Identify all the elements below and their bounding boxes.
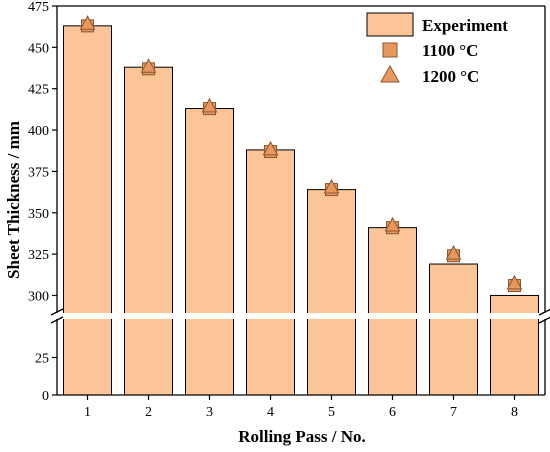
legend-label-experiment: Experiment (422, 16, 508, 35)
marker-1200-8 (506, 274, 523, 290)
y-tick-label-400: 400 (28, 124, 49, 139)
bar-1 (63, 25, 112, 396)
legend-label-1100: 1100 °C (422, 41, 478, 60)
marker-1200-1 (79, 15, 96, 30)
break-mark-right-top (538, 308, 550, 316)
ticks-layer: 0 25 300 325 350 375 400 425 450 475 1 2 3 4 5 6 7 8 (28, 0, 518, 420)
y-tick-label-300: 300 (28, 289, 49, 304)
marker-1200-6 (384, 216, 401, 232)
y-tick-label-425: 425 (28, 83, 49, 98)
x-axis-title: Rolling Pass / No. (238, 427, 366, 446)
y-tick-label-475: 475 (28, 0, 49, 15)
y-tick-label-375: 375 (28, 165, 49, 180)
x-tick-label-8: 8 (511, 405, 518, 420)
bar-7 (429, 263, 478, 396)
axes-layer (0, 5, 550, 396)
legend-label-1200: 1200 °C (422, 67, 479, 86)
break-mark-left-bottom (50, 316, 64, 324)
bar-4 (246, 149, 295, 396)
x-tick-label-1: 1 (84, 405, 91, 420)
bar-8 (490, 294, 539, 396)
marker-1200-7 (445, 245, 462, 260)
bar-6 (368, 227, 417, 396)
legend-swatch-experiment (366, 12, 414, 37)
break-mark-left-top (50, 308, 64, 316)
y-tick-label-25: 25 (35, 352, 49, 367)
x-tick-label-3: 3 (206, 405, 213, 420)
legend: Experiment 1100 °C 1200 °C (366, 12, 508, 86)
marker-1200-5 (323, 178, 340, 194)
bar-3 (185, 108, 234, 396)
marker-1200-4 (262, 140, 279, 156)
legend-square-marker (382, 42, 398, 58)
x-tick-label-4: 4 (267, 405, 274, 420)
x-tick-label-2: 2 (145, 405, 152, 420)
marker-1200-2 (140, 58, 157, 73)
bar-2 (124, 66, 173, 396)
marker-1200-3 (201, 97, 218, 113)
markers-layer (79, 15, 523, 293)
break-mark-right-bottom (538, 316, 550, 324)
y-axis-title: Sheet Thickness / mm (4, 121, 23, 279)
axis-break-gap (0, 313, 550, 319)
y-tick-label-325: 325 (28, 248, 49, 263)
y-tick-label-350: 350 (28, 207, 49, 222)
y-tick-label-450: 450 (28, 41, 49, 56)
legend-triangle-marker (380, 64, 400, 83)
x-tick-label-5: 5 (328, 405, 335, 420)
bar-5 (307, 189, 356, 396)
y-tick-label-0: 0 (42, 389, 49, 404)
x-tick-label-6: 6 (389, 405, 396, 420)
x-tick-label-7: 7 (450, 405, 457, 420)
